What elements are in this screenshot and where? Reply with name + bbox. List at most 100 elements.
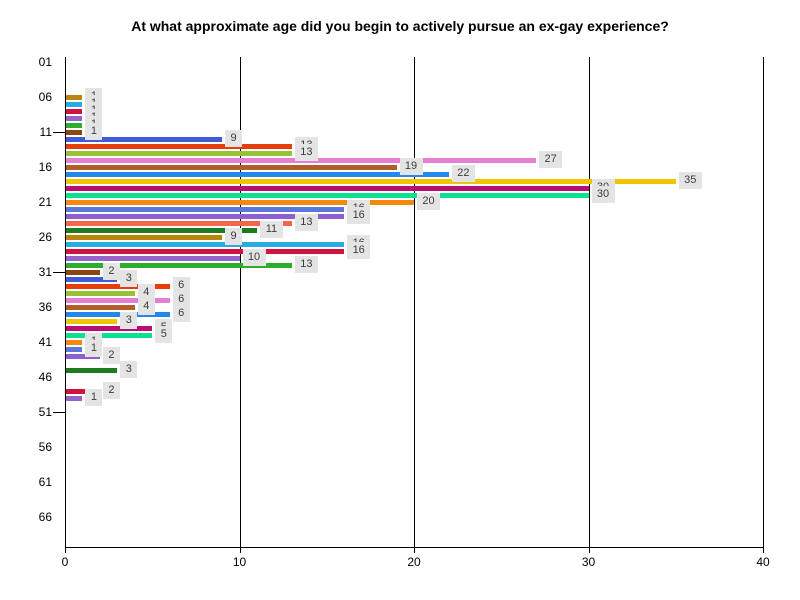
x-tick-mark-40	[763, 548, 764, 553]
bar-age-13	[66, 144, 292, 149]
x-axis-line	[65, 547, 764, 548]
y-tick-label-51: 51	[38, 405, 52, 419]
bar-age-24	[66, 221, 292, 226]
bar-age-30	[66, 263, 292, 268]
bar-age-6	[66, 95, 82, 100]
chart-title: At what approximate age did you begin to…	[131, 18, 669, 34]
bar-value-label-age-25: 11	[259, 221, 283, 238]
x-tick-mark-30	[588, 548, 590, 553]
bar-age-36	[66, 305, 135, 310]
y-tick-label-16: 16	[38, 160, 52, 174]
y-tick-mark-31	[53, 272, 65, 273]
bar-value-label-age-29: 10	[242, 249, 266, 266]
bar-value-label-age-32: 3	[120, 270, 138, 287]
bar-value-label-age-31: 2	[102, 263, 120, 280]
bar-value-label-age-40: 5	[155, 326, 173, 343]
y-axis-line	[65, 57, 66, 547]
x-tick-label-30: 30	[581, 555, 596, 569]
x-tick-mark-0	[65, 548, 66, 553]
bar-value-label-age-24: 13	[294, 214, 318, 231]
gridline-x-40	[763, 57, 764, 547]
x-tick-label-10: 10	[232, 555, 247, 569]
bar-age-22	[66, 207, 344, 212]
bar-value-label-age-15: 27	[539, 151, 563, 168]
bar-value-label-age-35: 6	[172, 291, 190, 308]
bar-value-label-age-49: 1	[85, 389, 103, 406]
bar-age-19	[66, 186, 589, 191]
x-tick-label-40: 40	[756, 555, 770, 569]
bar-value-label-age-16: 19	[399, 158, 423, 175]
bar-age-48	[66, 389, 100, 394]
bar-value-label-age-21: 20	[417, 193, 440, 210]
bar-value-label-age-34: 4	[137, 284, 155, 301]
y-tick-label-26: 26	[38, 230, 52, 244]
bar-age-37	[66, 312, 170, 317]
bar-value-label-age-26: 9	[225, 228, 243, 245]
x-tick-label-0: 0	[61, 555, 69, 569]
bar-value-label-age-20: 30	[591, 186, 615, 203]
bar-age-34	[66, 291, 135, 296]
bar-value-label-age-14: 13	[294, 144, 318, 161]
bar-age-32	[66, 277, 117, 282]
bar-age-26	[66, 235, 222, 240]
bar-age-7	[66, 102, 82, 107]
bar-age-27	[66, 242, 344, 247]
bar-value-label-age-45: 3	[120, 361, 138, 378]
bar-age-20	[66, 193, 589, 198]
bar-age-29	[66, 256, 240, 261]
y-tick-label-01: 01	[38, 55, 52, 69]
gridline-x-20	[414, 57, 415, 547]
y-tick-label-66: 66	[38, 510, 52, 524]
bar-age-28	[66, 249, 344, 254]
y-tick-label-56: 56	[38, 440, 52, 454]
bar-value-label-age-17: 22	[451, 165, 475, 182]
bar-age-18	[66, 179, 676, 184]
x-tick-mark-20	[414, 548, 415, 553]
bar-value-label-age-23: 16	[347, 207, 371, 224]
bar-value-label-age-37: 6	[172, 305, 190, 322]
y-tick-label-46: 46	[38, 370, 52, 384]
bar-value-label-age-11: 1	[85, 123, 103, 140]
bar-value-label-age-28: 16	[347, 242, 371, 259]
bar-age-49	[66, 396, 82, 401]
bar-value-label-age-38: 3	[120, 312, 138, 329]
x-tick-label-20: 20	[407, 555, 421, 569]
bar-age-16	[66, 165, 397, 170]
bar-age-17	[66, 172, 449, 177]
bar-value-label-age-18: 35	[678, 172, 702, 189]
bar-age-21	[66, 200, 414, 205]
bar-age-23	[66, 214, 344, 219]
bar-age-39	[66, 326, 152, 331]
bar-age-14	[66, 151, 292, 156]
y-tick-mark-11	[53, 132, 65, 133]
y-tick-label-31: 31	[38, 265, 52, 279]
bar-age-10	[66, 123, 82, 128]
bar-age-41	[66, 340, 82, 345]
bar-value-label-age-33: 6	[172, 277, 190, 294]
bar-age-9	[66, 116, 82, 121]
bar-value-label-age-30: 13	[294, 256, 318, 273]
bar-age-25	[66, 228, 257, 233]
y-tick-mark-51	[53, 412, 65, 413]
bar-value-label-age-48: 2	[102, 382, 120, 399]
bar-age-45	[66, 368, 117, 373]
bar-value-label-age-36: 4	[137, 298, 155, 315]
x-tick-mark-10	[239, 548, 241, 553]
y-tick-label-61: 61	[38, 475, 52, 489]
gridline-x-30	[588, 57, 590, 547]
bar-age-31	[66, 270, 100, 275]
bar-value-label-age-12: 9	[225, 130, 243, 147]
bar-value-label-age-43: 2	[102, 347, 120, 364]
y-tick-label-06: 06	[38, 90, 52, 104]
bar-age-11	[66, 130, 82, 135]
bar-value-label-age-42: 1	[85, 340, 103, 357]
y-tick-label-41: 41	[38, 335, 52, 349]
y-tick-label-21: 21	[38, 195, 52, 209]
bar-age-33	[66, 284, 170, 289]
bar-age-8	[66, 109, 82, 114]
bar-age-42	[66, 347, 82, 352]
y-tick-label-11: 11	[39, 125, 52, 139]
bar-age-12	[66, 137, 222, 142]
